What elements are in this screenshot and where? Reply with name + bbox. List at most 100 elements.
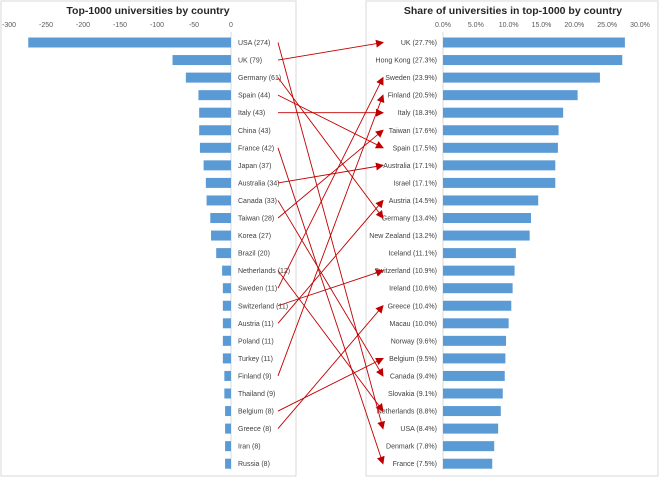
right-category-label: Israel (17.1%)	[393, 180, 437, 187]
right-bar	[443, 423, 499, 434]
left-bar	[216, 248, 231, 259]
right-category-label: New Zealand (13.2%)	[369, 233, 437, 240]
right-bar	[443, 72, 600, 83]
right-category-label: Taiwan (17.6%)	[389, 128, 437, 135]
right-bar	[443, 160, 556, 171]
right-category-label: Slovakia (9.1%)	[388, 391, 437, 398]
left-category-label: Brazil (20)	[238, 251, 270, 258]
left-category-label: Iran (8)	[238, 444, 261, 451]
right-category-label: Austria (14.5%)	[389, 198, 437, 205]
left-category-label: Spain (44)	[238, 93, 270, 100]
left-category-label: Greece (8)	[238, 426, 271, 433]
right-chart-title: Share of universities in top-1000 by cou…	[404, 5, 622, 17]
right-bar	[443, 195, 539, 206]
right-category-label: Spain (17.5%)	[393, 145, 437, 152]
left-x-tick-label: 0	[229, 22, 233, 29]
right-category-label: Switzerland (10.9%)	[374, 268, 437, 275]
right-bar	[443, 230, 530, 241]
left-x-tick-label: -200	[76, 22, 90, 29]
right-category-label: Denmark (7.8%)	[386, 444, 437, 451]
right-category-label: Sweden (23.9%)	[385, 75, 437, 82]
left-category-label: China (43)	[238, 128, 271, 135]
left-category-label: Netherlands (12)	[238, 268, 290, 275]
left-bar	[198, 90, 231, 101]
right-category-label: Australia (17.1%)	[383, 163, 437, 170]
left-bar	[222, 300, 231, 311]
connector-arrow	[277, 147, 385, 465]
right-bar	[443, 370, 505, 381]
right-x-tick-label: 5.0%	[468, 22, 484, 29]
connector-arrow	[277, 357, 384, 412]
left-bar	[222, 283, 231, 294]
right-category-label: Ireland (10.6%)	[389, 286, 437, 293]
connector-arrow	[277, 270, 384, 412]
right-category-label: Belgium (9.5%)	[389, 356, 437, 363]
left-bar	[203, 160, 231, 171]
right-category-label: Iceland (11.1%)	[388, 251, 437, 258]
right-bar	[443, 37, 625, 48]
right-bar	[443, 388, 503, 399]
left-category-label: Finland (9)	[238, 373, 271, 380]
right-bar	[443, 300, 512, 311]
right-bar	[443, 406, 501, 417]
right-category-label: USA (8.4%)	[400, 426, 437, 433]
left-category-label: Turkey (11)	[238, 356, 273, 363]
right-x-tick-label: 20.0%	[564, 22, 584, 29]
left-category-label: Korea (27)	[238, 233, 271, 240]
connector-arrow	[277, 94, 385, 377]
left-bar	[222, 265, 231, 276]
left-category-label: Austria (11)	[238, 321, 274, 328]
left-category-label: Germany (61)	[238, 75, 281, 82]
right-bar	[443, 335, 507, 346]
right-x-tick-label: 15.0%	[532, 22, 552, 29]
left-category-label: Taiwan (28)	[238, 216, 274, 223]
left-bar	[199, 142, 231, 153]
connector-arrow	[277, 129, 384, 219]
left-bar	[205, 177, 231, 188]
left-x-tick-label: -50	[189, 22, 199, 29]
right-category-label: Norway (9.6%)	[391, 338, 437, 345]
left-bar	[199, 107, 231, 118]
left-x-tick-label: -100	[150, 22, 164, 29]
left-bar	[222, 353, 231, 364]
left-category-label: Australia (34)	[238, 180, 280, 187]
left-bar	[185, 72, 231, 83]
right-bar	[443, 283, 513, 294]
left-bar	[172, 55, 231, 66]
left-bar	[28, 37, 231, 48]
right-bar	[443, 55, 623, 66]
left-x-tick-label: -150	[113, 22, 127, 29]
right-category-label: Hong Kong (27.3%)	[376, 58, 437, 65]
connector-arrow	[277, 76, 384, 289]
right-category-label: France (7.5%)	[393, 461, 437, 468]
left-bar	[222, 318, 231, 329]
left-bar	[222, 335, 231, 346]
left-category-label: UK (79)	[238, 58, 262, 65]
right-x-tick-label: 25.0%	[597, 22, 617, 29]
right-category-label: Finland (20.5%)	[388, 93, 437, 100]
right-category-label: Canada (9.4%)	[390, 373, 437, 380]
left-bar	[224, 370, 231, 381]
right-category-label: Italy (18.3%)	[398, 110, 437, 117]
right-x-tick-label: 10.0%	[499, 22, 519, 29]
connector-arrow	[277, 77, 384, 219]
connector-arrow	[277, 304, 384, 429]
right-panel-border	[365, 0, 659, 477]
right-category-label: Greece (10.4%)	[388, 303, 437, 310]
right-bar	[443, 441, 495, 452]
left-category-label: Japan (37)	[238, 163, 271, 170]
right-bar	[443, 142, 558, 153]
connector-arrow	[277, 94, 384, 149]
right-bar	[443, 90, 578, 101]
left-category-label: Italy (43)	[238, 110, 265, 117]
left-bar	[211, 230, 231, 241]
right-bar	[443, 213, 531, 223]
left-bar	[224, 388, 231, 399]
connector-arrow	[277, 269, 384, 307]
right-bar	[443, 177, 556, 188]
left-x-tick-label: -250	[39, 22, 53, 29]
right-category-label: UK (27.7%)	[401, 40, 437, 47]
left-panel-border	[0, 0, 297, 477]
left-category-label: Switzerland (11)	[238, 303, 288, 310]
